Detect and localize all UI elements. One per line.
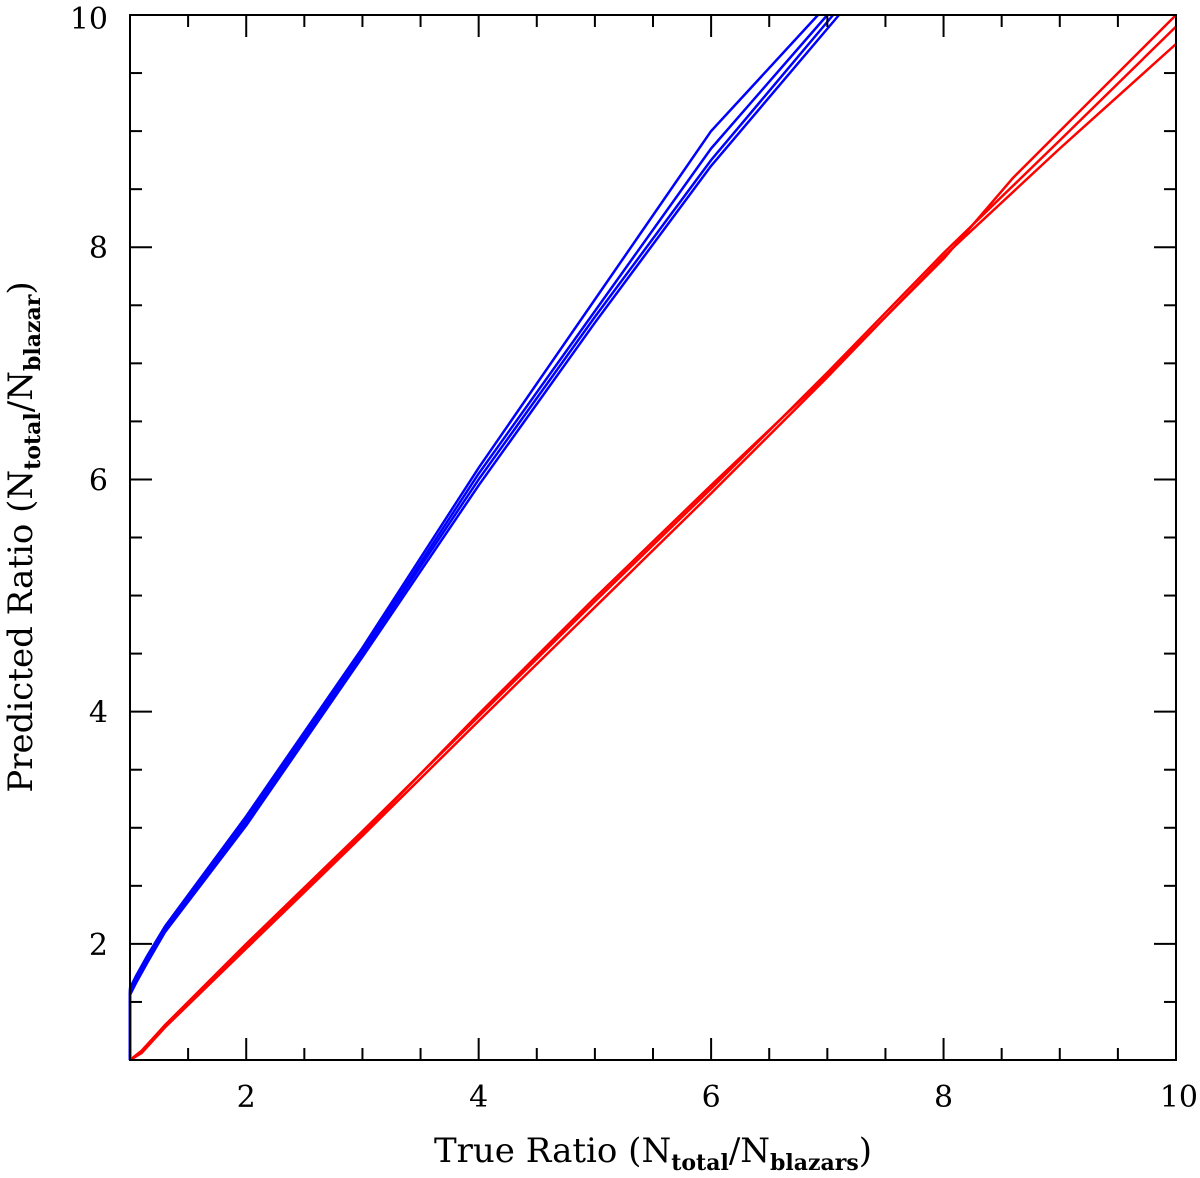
series-line-2 [128, 14, 829, 1060]
x-tick-label: 2 [237, 1080, 256, 1115]
series-line-7 [129, 43, 1177, 1062]
series-line-1 [128, 14, 819, 1060]
y-tick-label: 10 [70, 2, 108, 37]
y-tick-label: 2 [89, 928, 108, 963]
x-tick-label: 8 [934, 1080, 953, 1115]
y-tick-label: 6 [89, 463, 108, 498]
x-tick-label: 4 [469, 1080, 488, 1115]
series-line-3 [128, 14, 835, 1060]
series-line-4 [128, 14, 840, 1060]
tick-labels: 2 4 6 8 10 2 4 6 8 10 [70, 2, 1198, 1115]
axis-ticks [130, 14, 1177, 1060]
y-tick-label: 8 [89, 231, 108, 266]
y-tick-label: 4 [89, 696, 108, 731]
x-tick-label: 6 [702, 1080, 721, 1115]
series-line-6 [129, 25, 1177, 1061]
plot-lines [128, 14, 1177, 1062]
x-tick-label: 10 [1160, 1080, 1198, 1115]
y-axis-title: Predicted Ratio (Ntotal/Nblazar) [1, 281, 46, 792]
x-axis-title: True Ratio (Ntotal/Nblazars) [434, 1131, 872, 1176]
